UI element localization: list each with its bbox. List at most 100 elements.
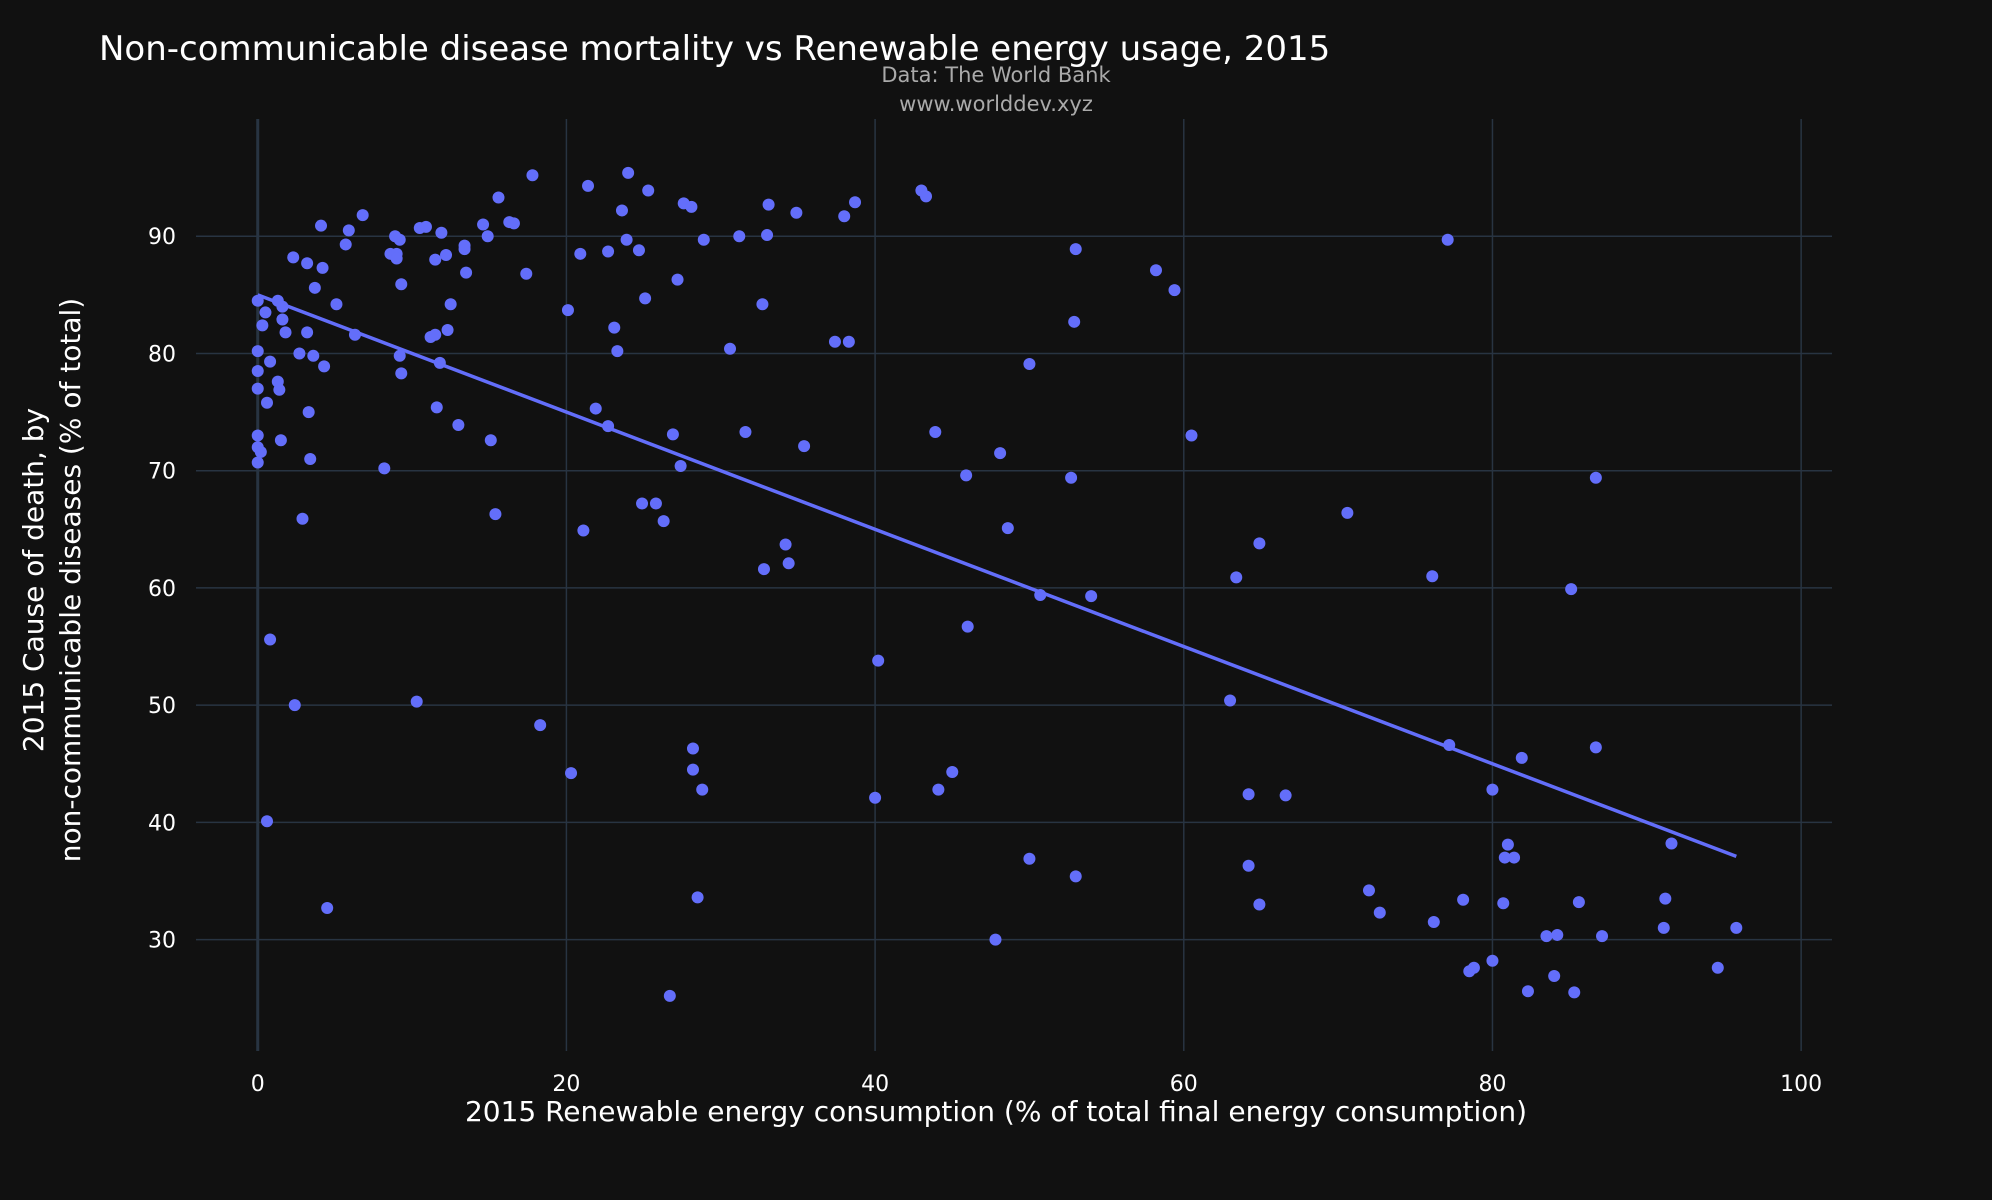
data-point[interactable] xyxy=(1065,471,1078,484)
data-point[interactable] xyxy=(452,418,465,431)
data-point[interactable] xyxy=(378,462,391,475)
data-point[interactable] xyxy=(1023,358,1036,371)
data-point[interactable] xyxy=(1441,233,1454,246)
data-point[interactable] xyxy=(1551,928,1564,941)
data-point[interactable] xyxy=(1467,961,1480,974)
data-point[interactable] xyxy=(1565,583,1578,596)
data-point[interactable] xyxy=(1253,537,1266,550)
data-point[interactable] xyxy=(632,244,645,257)
data-point[interactable] xyxy=(1034,588,1047,601)
data-point[interactable] xyxy=(1659,892,1672,905)
data-point[interactable] xyxy=(276,300,289,313)
data-point[interactable] xyxy=(961,620,974,633)
data-point[interactable] xyxy=(1589,471,1602,484)
data-point[interactable] xyxy=(307,349,320,362)
data-point[interactable] xyxy=(739,426,752,439)
data-point[interactable] xyxy=(756,298,769,311)
data-point[interactable] xyxy=(507,217,520,230)
data-point[interactable] xyxy=(1521,985,1534,998)
data-point[interactable] xyxy=(304,452,317,465)
data-point[interactable] xyxy=(433,356,446,369)
data-point[interactable] xyxy=(251,294,264,307)
data-point[interactable] xyxy=(441,324,454,337)
data-point[interactable] xyxy=(608,321,621,334)
data-point[interactable] xyxy=(1540,930,1553,943)
data-point[interactable] xyxy=(273,383,286,396)
data-point[interactable] xyxy=(274,434,287,447)
data-point[interactable] xyxy=(929,426,942,439)
data-point[interactable] xyxy=(757,563,770,576)
data-point[interactable] xyxy=(1730,921,1743,934)
data-point[interactable] xyxy=(492,191,505,204)
data-point[interactable] xyxy=(251,345,264,358)
data-point[interactable] xyxy=(481,230,494,243)
data-point[interactable] xyxy=(828,335,841,348)
data-point[interactable] xyxy=(1149,264,1162,277)
data-point[interactable] xyxy=(686,763,699,776)
data-point[interactable] xyxy=(526,169,539,182)
data-point[interactable] xyxy=(733,230,746,243)
data-point[interactable] xyxy=(565,767,578,780)
data-point[interactable] xyxy=(561,304,574,317)
data-point[interactable] xyxy=(301,326,314,339)
data-point[interactable] xyxy=(430,401,443,414)
data-point[interactable] xyxy=(1341,506,1354,519)
data-point[interactable] xyxy=(761,229,774,242)
data-point[interactable] xyxy=(489,508,502,521)
data-point[interactable] xyxy=(762,198,775,211)
data-point[interactable] xyxy=(1085,590,1098,603)
data-point[interactable] xyxy=(460,266,473,279)
data-point[interactable] xyxy=(419,220,432,233)
data-point[interactable] xyxy=(1185,429,1198,442)
data-point[interactable] xyxy=(356,209,369,222)
data-point[interactable] xyxy=(484,434,497,447)
data-point[interactable] xyxy=(279,326,292,339)
data-point[interactable] xyxy=(602,245,615,258)
data-point[interactable] xyxy=(520,267,533,280)
data-point[interactable] xyxy=(724,342,737,355)
data-point[interactable] xyxy=(260,396,273,409)
data-point[interactable] xyxy=(410,695,423,708)
data-point[interactable] xyxy=(615,204,628,217)
data-point[interactable] xyxy=(582,179,595,192)
data-point[interactable] xyxy=(674,460,687,473)
data-point[interactable] xyxy=(1069,243,1082,256)
data-point[interactable] xyxy=(534,719,547,732)
data-point[interactable] xyxy=(254,445,267,458)
data-point[interactable] xyxy=(642,184,655,197)
data-point[interactable] xyxy=(696,783,709,796)
data-point[interactable] xyxy=(994,447,1007,460)
data-point[interactable] xyxy=(1068,315,1081,328)
data-point[interactable] xyxy=(287,251,300,264)
data-point[interactable] xyxy=(1515,751,1528,764)
data-point[interactable] xyxy=(321,901,334,914)
data-point[interactable] xyxy=(435,226,448,239)
data-point[interactable] xyxy=(790,206,803,219)
data-point[interactable] xyxy=(1001,522,1014,535)
data-point[interactable] xyxy=(342,224,355,237)
data-point[interactable] xyxy=(620,233,633,246)
data-point[interactable] xyxy=(574,247,587,260)
data-point[interactable] xyxy=(1498,851,1511,864)
data-point[interactable] xyxy=(1572,896,1585,909)
data-point[interactable] xyxy=(1253,898,1266,911)
data-point[interactable] xyxy=(393,233,406,246)
data-point[interactable] xyxy=(1589,741,1602,754)
data-point[interactable] xyxy=(1242,788,1255,801)
data-point[interactable] xyxy=(1501,838,1514,851)
data-point[interactable] xyxy=(251,365,264,378)
data-point[interactable] xyxy=(649,497,662,510)
data-point[interactable] xyxy=(1427,916,1440,929)
data-point[interactable] xyxy=(798,440,811,453)
data-point[interactable] xyxy=(782,557,795,570)
data-point[interactable] xyxy=(1023,852,1036,865)
data-point[interactable] xyxy=(1665,837,1678,850)
data-point[interactable] xyxy=(301,257,314,270)
data-point[interactable] xyxy=(251,456,264,469)
data-point[interactable] xyxy=(1486,783,1499,796)
data-point[interactable] xyxy=(960,469,973,482)
data-point[interactable] xyxy=(671,273,684,286)
data-point[interactable] xyxy=(663,989,676,1002)
data-point[interactable] xyxy=(946,765,959,778)
data-point[interactable] xyxy=(1497,897,1510,910)
